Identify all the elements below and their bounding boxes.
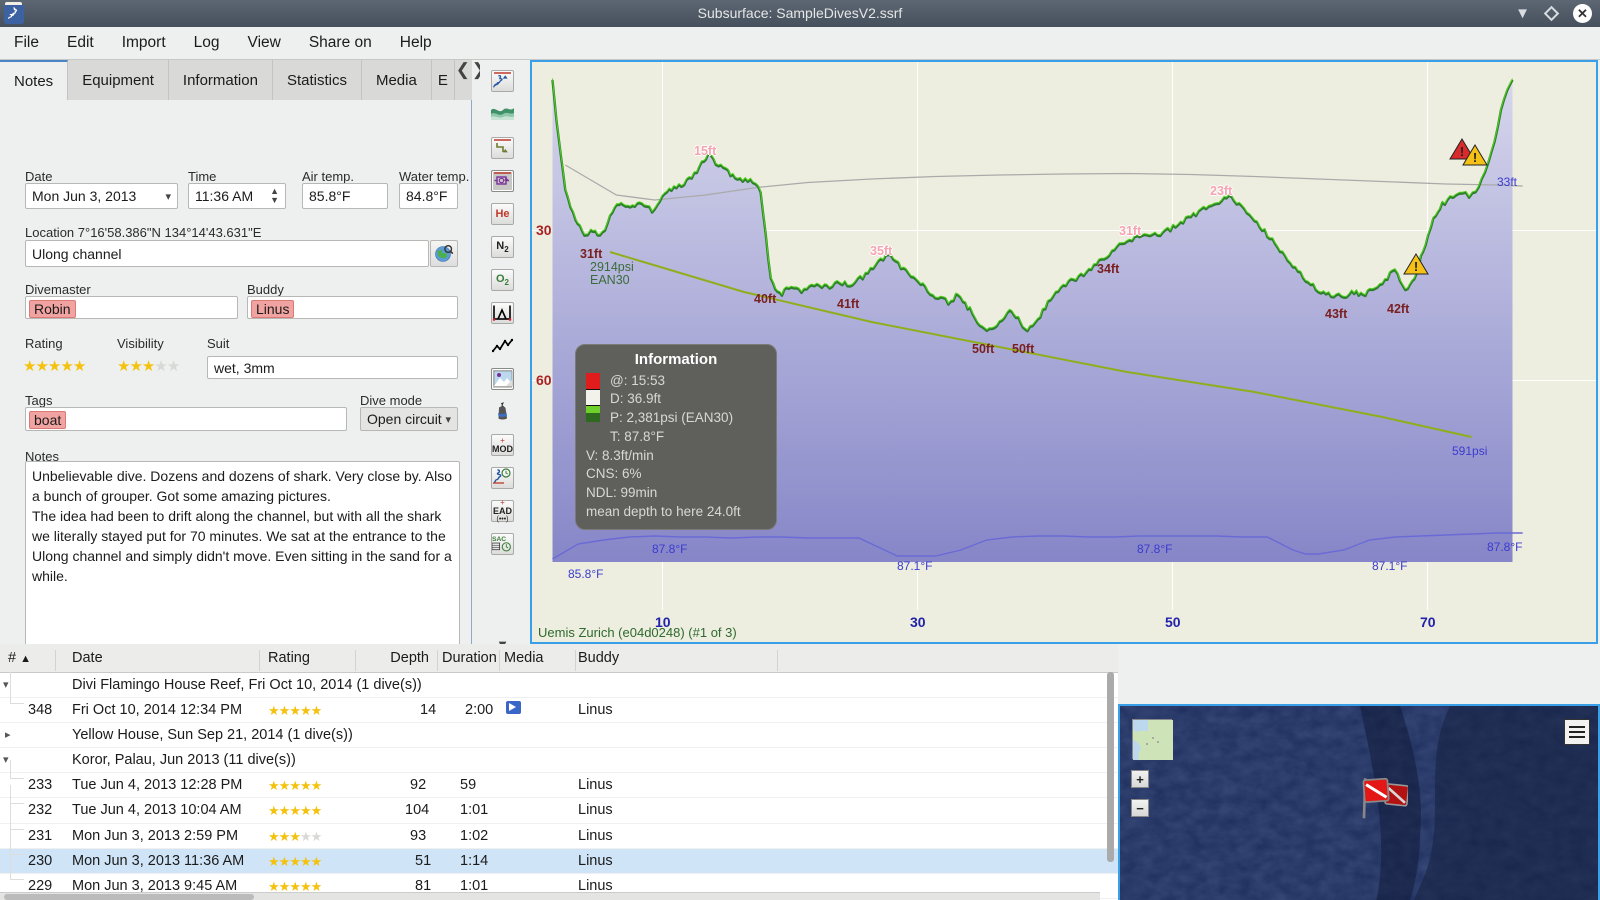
svg-text:SAC: SAC bbox=[492, 536, 506, 543]
svg-text:!: ! bbox=[1473, 150, 1477, 165]
svg-text:!: ! bbox=[1414, 259, 1418, 274]
